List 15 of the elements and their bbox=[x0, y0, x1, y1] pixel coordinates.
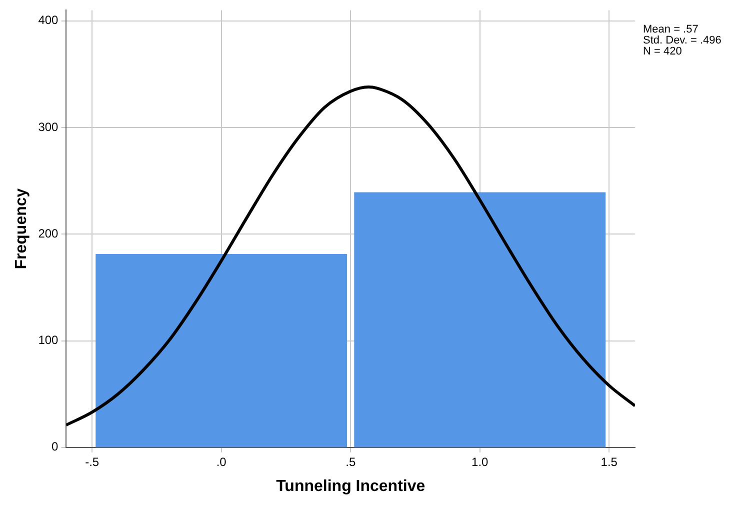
text: N = 420 bbox=[643, 46, 682, 58]
x-tick-label: 1.0 bbox=[472, 454, 489, 469]
x-tick-label: 1.5 bbox=[600, 454, 618, 469]
y-tick-label: 0 bbox=[52, 440, 59, 454]
x-tick-label: -.5 bbox=[85, 454, 100, 469]
x-tick-label: .5 bbox=[346, 454, 356, 469]
text: Mean = .57 bbox=[643, 24, 698, 36]
y-tick-label: 100 bbox=[38, 333, 59, 348]
y-tick-label: 300 bbox=[38, 120, 59, 134]
x-axis-title: Tunneling Incentive bbox=[276, 478, 426, 495]
text: Std. Dev. = .496 bbox=[643, 34, 722, 47]
x-tick-label: .0 bbox=[216, 454, 227, 469]
y-axis-title: Frequency bbox=[13, 188, 30, 270]
y-tick-label: 400 bbox=[38, 13, 59, 28]
y-tick-label: 200 bbox=[38, 226, 59, 240]
